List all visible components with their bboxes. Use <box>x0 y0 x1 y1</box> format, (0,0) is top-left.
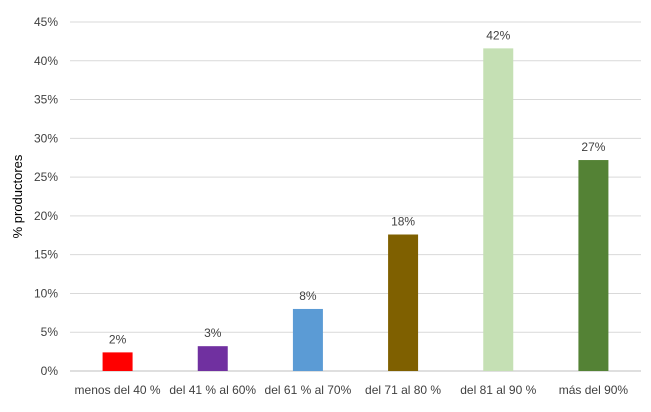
y-tick-label: 25% <box>34 170 58 184</box>
y-tick-label: 40% <box>34 54 58 68</box>
bar <box>388 234 419 371</box>
y-tick-label: 0% <box>41 364 59 378</box>
bar <box>292 308 323 371</box>
data-label: 42% <box>486 28 510 42</box>
y-tick-label: 30% <box>34 131 58 145</box>
data-label: 8% <box>299 289 317 303</box>
y-axis-title: % productores <box>10 154 25 238</box>
y-tick-label: 5% <box>41 325 59 339</box>
y-tick-label: 35% <box>34 93 58 107</box>
data-label: 2% <box>109 332 127 346</box>
y-tick-label: 10% <box>34 286 58 300</box>
x-tick-label: menos del 40 % <box>75 383 161 397</box>
data-label: 27% <box>581 140 605 154</box>
gridlines <box>70 21 641 333</box>
bars <box>102 48 609 371</box>
x-tick-label: del 71 al 80 % <box>365 383 441 397</box>
x-tick-label: del 61 % al 70% <box>265 383 352 397</box>
x-tick-label: del 41 % al 60% <box>169 383 256 397</box>
y-tick-label: 20% <box>34 209 58 223</box>
data-label: 18% <box>391 215 415 229</box>
data-labels: 2% 3% 8% 18% 42% 27% <box>109 28 606 346</box>
data-label: 3% <box>204 326 222 340</box>
x-tick-label: del 81 al 90 % <box>460 383 536 397</box>
y-tick-label: 45% <box>34 15 58 29</box>
y-tick-label: 15% <box>34 248 58 262</box>
bar <box>197 346 228 371</box>
bar <box>102 352 133 371</box>
bar <box>483 48 514 371</box>
axes: 0% 5% 10% 15% 20% 25% 30% 35% 40% 45% menos del 40… <box>34 15 641 397</box>
x-tick-label: más del 90% <box>559 383 629 397</box>
bar <box>578 160 609 371</box>
